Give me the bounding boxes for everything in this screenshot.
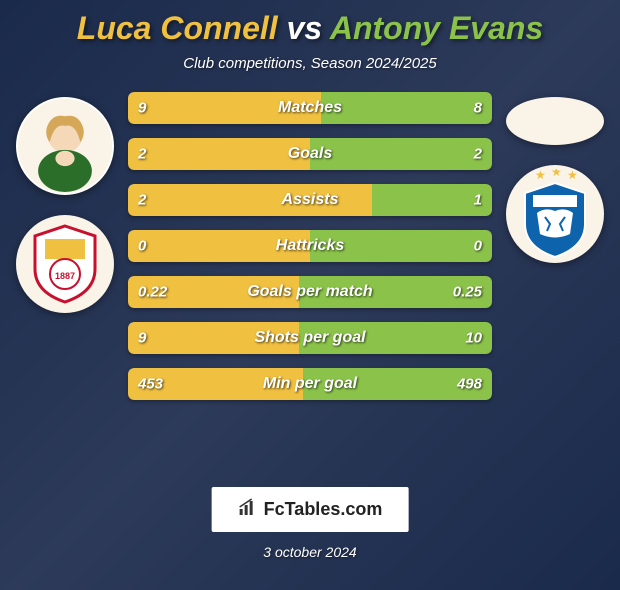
stat-value-p2: 8 xyxy=(474,100,482,117)
stat-label: Goals xyxy=(288,145,332,163)
vs-text: vs xyxy=(287,10,323,46)
stat-row: 453 Min per goal 498 xyxy=(128,368,492,400)
stat-label: Shots per goal xyxy=(254,329,365,347)
stats-bars: 9Matches82Goals22Assists10Hattricks00.22… xyxy=(120,92,500,400)
stat-value-p1: 9 xyxy=(138,100,146,117)
stat-label: Assists xyxy=(282,191,339,209)
stat-value-p1: 2 xyxy=(138,146,146,163)
stat-value-p1: 0.22 xyxy=(138,284,167,301)
svg-text:★: ★ xyxy=(535,169,546,182)
comparison-title: Luca Connell vs Antony Evans xyxy=(0,10,620,47)
player1-name: Luca Connell xyxy=(77,10,278,46)
stat-row: 0.22 Goals per match 0.25 xyxy=(128,276,492,308)
player1-avatar xyxy=(16,97,114,195)
stat-value-p2: 0.25 xyxy=(453,284,482,301)
player2-avatar xyxy=(506,97,604,145)
stat-label: Matches xyxy=(278,99,342,117)
svg-text:1887: 1887 xyxy=(55,271,75,281)
player2-name: Antony Evans xyxy=(330,10,543,46)
stat-row: 0 Hattricks 0 xyxy=(128,230,492,262)
stat-value-p1: 2 xyxy=(138,192,146,209)
stat-value-p2: 1 xyxy=(474,192,482,209)
stat-value-p2: 0 xyxy=(474,238,482,255)
footer: FcTables.com 3 october 2024 xyxy=(212,487,409,560)
stat-row: 9 Matches 8 xyxy=(128,92,492,124)
subtitle: Club competitions, Season 2024/2025 xyxy=(0,55,620,72)
svg-text:★: ★ xyxy=(567,169,578,182)
bar-right xyxy=(321,92,492,124)
player2-club-crest: ★ ★ ★ xyxy=(506,165,604,263)
stat-label: Hattricks xyxy=(276,237,344,255)
stat-row: 2 Goals 2 xyxy=(128,138,492,170)
right-side: ★ ★ ★ xyxy=(500,92,610,400)
brand-logo: FcTables.com xyxy=(212,487,409,532)
player1-club-crest: 1887 xyxy=(16,215,114,313)
stat-label: Min per goal xyxy=(263,375,357,393)
bar-left xyxy=(128,138,310,170)
stat-row: 2 Assists 1 xyxy=(128,184,492,216)
chart-icon xyxy=(238,497,258,522)
left-side: 1887 xyxy=(10,92,120,400)
svg-text:★: ★ xyxy=(551,169,562,179)
stat-value-p2: 2 xyxy=(474,146,482,163)
stat-row: 9 Shots per goal 10 xyxy=(128,322,492,354)
stat-value-p1: 9 xyxy=(138,330,146,347)
stat-value-p1: 453 xyxy=(138,376,163,393)
content-area: 1887 9Matches82Goals22Assists10Hattricks… xyxy=(0,92,620,400)
date-text: 3 october 2024 xyxy=(263,544,356,560)
stat-value-p2: 498 xyxy=(457,376,482,393)
brand-text: FcTables.com xyxy=(264,499,383,520)
bar-right xyxy=(310,138,492,170)
stat-label: Goals per match xyxy=(247,283,372,301)
stat-value-p2: 10 xyxy=(465,330,482,347)
stat-value-p1: 0 xyxy=(138,238,146,255)
